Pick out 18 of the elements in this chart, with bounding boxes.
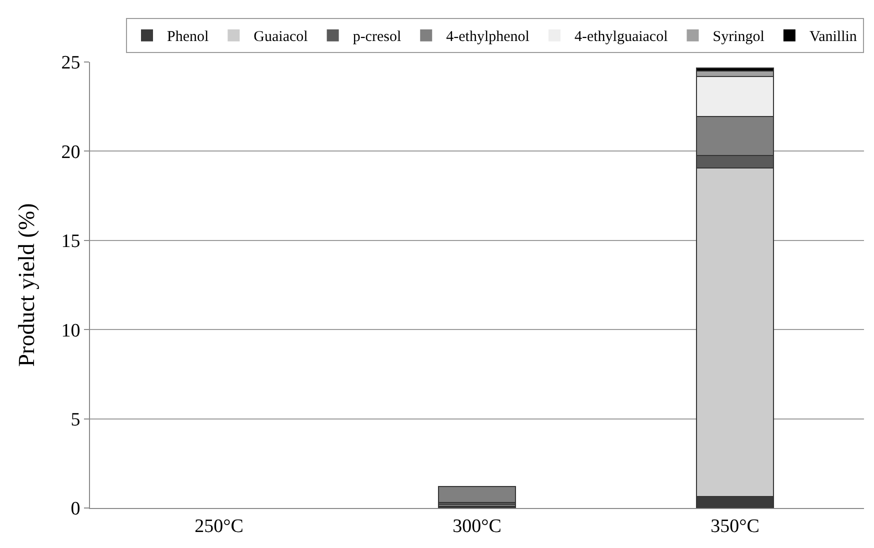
legend-label: Guaiacol (254, 29, 308, 46)
legend-label: Vanillin (809, 29, 858, 46)
legend-label: 4-ethylguaiacol (574, 29, 668, 46)
y-tick-label: 15 (61, 231, 80, 252)
y-tick-label: 25 (61, 52, 80, 74)
x-tick-label: 300°C (452, 516, 502, 537)
y-tick-label: 20 (61, 142, 80, 163)
bar (438, 486, 516, 504)
legend-label: Syringol (712, 29, 764, 46)
x-tick-label: 250°C (194, 516, 244, 537)
y-tick-label: 5 (70, 409, 80, 430)
y-axis-title: Product yield (%) (14, 203, 39, 367)
legend-label: Phenol (167, 29, 209, 46)
legend-label: p-cresol (352, 29, 402, 46)
y-tick-label: 10 (61, 320, 80, 342)
legend-label: 4-ethylphenol (446, 29, 530, 46)
x-tick-label: 350°C (710, 516, 760, 537)
y-tick-label: 0 (70, 498, 80, 520)
